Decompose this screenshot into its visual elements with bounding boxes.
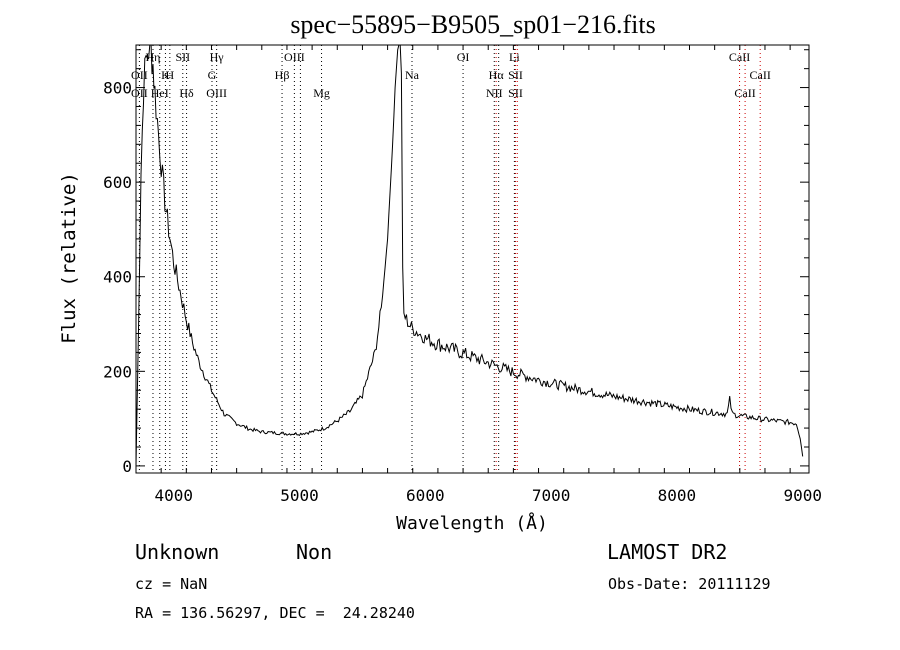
x-tick-label: 8000 [658, 486, 697, 505]
x-tick-label: 5000 [280, 486, 319, 505]
spectral-line-label: SII [508, 68, 523, 82]
object-subclass: Non [296, 540, 333, 564]
spectral-line-label: H [166, 68, 175, 82]
spectral-line-label: OI [457, 50, 470, 64]
spectral-line-label: CaII [729, 50, 750, 64]
spectral-line-label: Hβ [275, 68, 290, 82]
x-axis-ticks: 4000 5000 6000 7000 8000 9000 [135, 45, 822, 505]
spectral-line-label: Hδ [179, 86, 194, 100]
spectral-line-label: Li [509, 50, 520, 64]
spectral-line-label: SII [508, 86, 523, 100]
y-tick-label: 0 [122, 457, 132, 476]
y-tick-label: 200 [103, 362, 132, 381]
survey-name: LAMOST DR2 [607, 540, 728, 564]
spectral-line-label: Hα [489, 68, 505, 82]
spectral-line-label: OIII [206, 86, 227, 100]
spectral-line-label: OII [131, 68, 148, 82]
spectral-line-label: K [161, 68, 170, 82]
spectral-line-label: Hη [146, 50, 161, 64]
observation-date: Obs-Date: 20111129 [608, 575, 771, 593]
x-tick-label: 6000 [406, 486, 445, 505]
spectral-line-label: CaII [734, 86, 755, 100]
spectrum-series-line [135, 44, 804, 466]
y-tick-label: 400 [103, 268, 132, 287]
spectral-line-labels: OIIOIIHηHeIKHSIIHδGHγOIIIHβOIIIMgNaOINII… [131, 50, 771, 100]
spectral-line-label: NII [486, 86, 503, 100]
spectral-line-label: Na [405, 68, 420, 82]
chart-title: spec−55895−B9505_sp01−216.fits [290, 10, 655, 39]
plot-frame [135, 44, 810, 474]
spectral-line-label: Hγ [210, 50, 225, 64]
x-tick-label: 9000 [783, 486, 822, 505]
spectral-line-label: CaII [750, 68, 771, 82]
redshift-cz: cz = NaN [135, 575, 208, 593]
spectral-line-label: Mg [313, 86, 330, 100]
y-tick-label: 800 [103, 79, 132, 98]
y-axis-label: Flux (relative) [58, 172, 80, 344]
x-tick-label: 4000 [154, 486, 193, 505]
object-class: Unknown [135, 540, 220, 564]
spectral-line-label: OIII [284, 50, 305, 64]
x-tick-label: 7000 [532, 486, 571, 505]
spectral-line-label: OII [131, 86, 148, 100]
spectral-line-label: G [208, 68, 217, 82]
spectral-line-label: SII [175, 50, 190, 64]
y-tick-label: 600 [103, 173, 132, 192]
spectral-line-markers [138, 45, 761, 473]
x-axis-label: Wavelength (Å) [396, 512, 548, 534]
y-axis-ticks: 0 200 400 600 800 [103, 49, 809, 476]
coordinates: RA = 136.56297, DEC = 24.28240 [135, 604, 415, 622]
